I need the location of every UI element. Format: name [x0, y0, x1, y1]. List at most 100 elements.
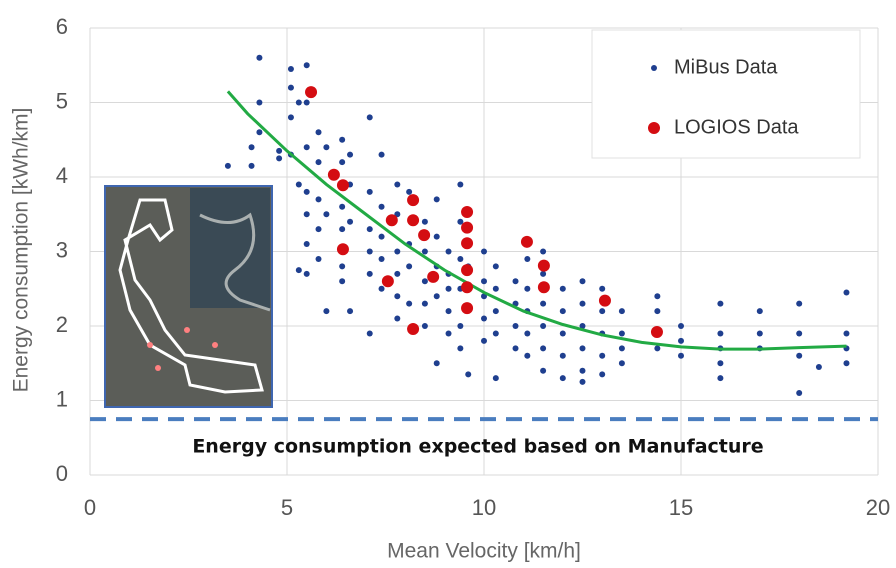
- point: [619, 345, 625, 351]
- point: [599, 286, 605, 292]
- point: [367, 249, 373, 255]
- point: [288, 85, 294, 91]
- point: [337, 243, 349, 255]
- point: [323, 308, 329, 314]
- point: [513, 345, 519, 351]
- point: [304, 189, 310, 195]
- point: [796, 301, 802, 307]
- point: [434, 293, 440, 299]
- point: [717, 330, 723, 336]
- point: [406, 301, 412, 307]
- point: [654, 345, 660, 351]
- legend-label: MiBus Data: [674, 56, 778, 78]
- point: [678, 338, 684, 344]
- point: [328, 169, 340, 181]
- point: [843, 330, 849, 336]
- x-tick-label: 5: [281, 495, 293, 520]
- point: [422, 323, 428, 329]
- point: [599, 353, 605, 359]
- point: [678, 323, 684, 329]
- legend-marker: [648, 122, 660, 134]
- point: [316, 159, 322, 165]
- point: [540, 301, 546, 307]
- point: [347, 152, 353, 158]
- point: [816, 364, 822, 370]
- point: [538, 260, 550, 272]
- point: [394, 181, 400, 187]
- y-tick-label: 3: [56, 237, 68, 262]
- point: [304, 62, 310, 68]
- point: [296, 181, 302, 187]
- point: [678, 353, 684, 359]
- x-tick-label: 20: [866, 495, 890, 520]
- x-tick-label: 10: [472, 495, 496, 520]
- point: [305, 86, 317, 98]
- point: [524, 256, 530, 262]
- point: [288, 114, 294, 120]
- point: [339, 159, 345, 165]
- point: [446, 330, 452, 336]
- point: [560, 308, 566, 314]
- point: [524, 330, 530, 336]
- point: [796, 353, 802, 359]
- point: [323, 211, 329, 217]
- y-tick-label: 2: [56, 312, 68, 337]
- point: [461, 281, 473, 293]
- legend-box: [592, 30, 860, 158]
- point: [481, 316, 487, 322]
- point: [427, 271, 439, 283]
- point: [540, 368, 546, 374]
- point: [757, 330, 763, 336]
- point: [407, 194, 419, 206]
- x-tick-label: 0: [84, 495, 96, 520]
- point: [580, 379, 586, 385]
- point: [796, 390, 802, 396]
- point: [288, 66, 294, 72]
- point: [580, 301, 586, 307]
- point: [382, 275, 394, 287]
- point: [461, 206, 473, 218]
- point: [339, 263, 345, 269]
- map-marker: [212, 342, 218, 348]
- point: [651, 326, 663, 338]
- point: [422, 249, 428, 255]
- y-tick-label: 5: [56, 88, 68, 113]
- point: [367, 271, 373, 277]
- point: [434, 360, 440, 366]
- point: [540, 249, 546, 255]
- point: [457, 256, 463, 262]
- point: [521, 236, 533, 248]
- point: [256, 129, 262, 135]
- point: [524, 286, 530, 292]
- y-axis-label: Energy consumption [kWh/km]: [10, 108, 33, 393]
- point: [619, 308, 625, 314]
- point: [407, 323, 419, 335]
- point: [249, 163, 255, 169]
- point: [394, 271, 400, 277]
- reference-label: Energy consumption expected based on Man…: [192, 436, 763, 458]
- point: [367, 226, 373, 232]
- y-tick-label: 1: [56, 386, 68, 411]
- point: [717, 375, 723, 381]
- point: [225, 163, 231, 169]
- point: [339, 137, 345, 143]
- point: [524, 353, 530, 359]
- point: [422, 278, 428, 284]
- y-tick-label: 6: [56, 14, 68, 39]
- map-inset: [105, 186, 272, 407]
- point: [304, 271, 310, 277]
- point: [461, 302, 473, 314]
- point: [461, 222, 473, 234]
- point: [276, 155, 282, 161]
- point: [560, 375, 566, 381]
- point: [304, 241, 310, 247]
- point: [560, 330, 566, 336]
- point: [339, 204, 345, 210]
- point: [540, 271, 546, 277]
- point: [540, 345, 546, 351]
- point: [379, 152, 385, 158]
- point: [513, 323, 519, 329]
- point: [481, 249, 487, 255]
- point: [493, 308, 499, 314]
